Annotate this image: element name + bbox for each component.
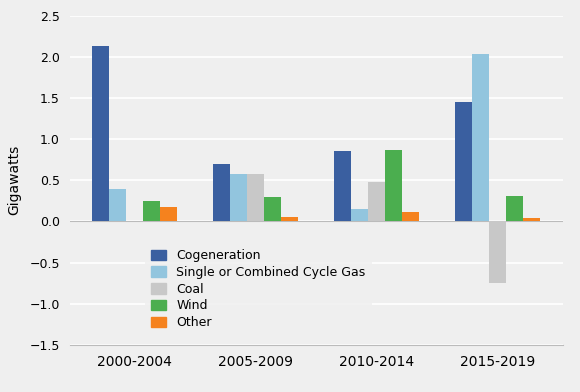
- Bar: [109, 189, 126, 221]
- Y-axis label: Gigawatts: Gigawatts: [7, 145, 21, 216]
- Bar: [264, 197, 281, 221]
- Bar: [351, 209, 368, 221]
- Bar: [385, 150, 402, 221]
- Bar: [523, 218, 540, 221]
- Bar: [490, 221, 506, 283]
- Bar: [506, 196, 523, 221]
- Bar: [160, 207, 177, 221]
- Bar: [368, 182, 385, 221]
- Bar: [472, 54, 490, 221]
- Bar: [143, 201, 160, 221]
- Bar: [281, 218, 298, 221]
- Bar: [92, 46, 109, 221]
- Legend: Cogeneration, Single or Combined Cycle Gas, Coal, Wind, Other: Cogeneration, Single or Combined Cycle G…: [145, 243, 372, 336]
- Bar: [230, 174, 247, 221]
- Bar: [455, 102, 472, 221]
- Bar: [402, 212, 419, 221]
- Bar: [334, 151, 351, 221]
- Bar: [247, 174, 264, 221]
- Bar: [213, 164, 230, 221]
